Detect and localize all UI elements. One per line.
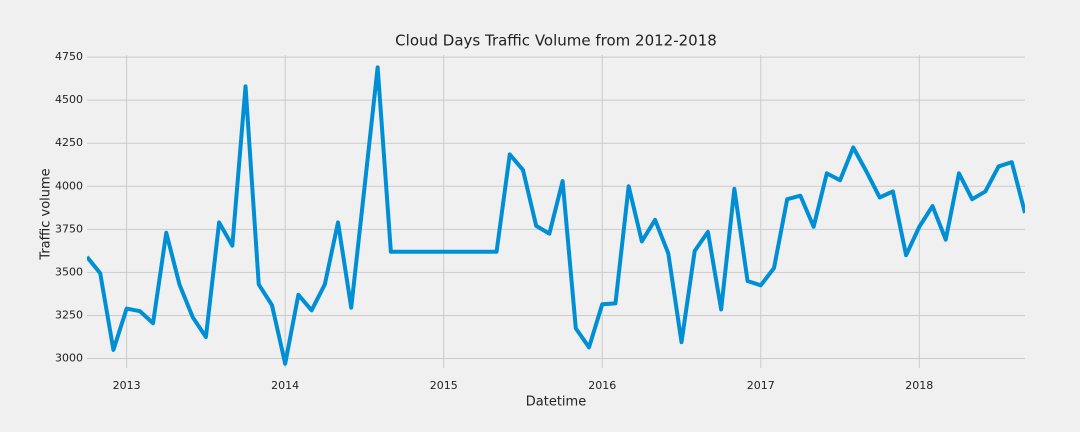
- x-tick-label: 2017: [747, 379, 775, 392]
- x-tick-label: 2014: [271, 379, 299, 392]
- y-tick-label: 3000: [55, 352, 83, 365]
- y-tick-label: 4250: [55, 136, 83, 149]
- y-tick-label: 4000: [55, 179, 83, 192]
- y-tick-label: 4500: [55, 93, 83, 106]
- y-tick-label: 3750: [55, 222, 83, 235]
- x-tick-label: 2015: [430, 379, 458, 392]
- x-tick-label: 2018: [905, 379, 933, 392]
- x-axis-label: Datetime: [526, 395, 586, 410]
- y-tick-label: 3500: [55, 265, 83, 278]
- x-tick-label: 2013: [113, 379, 141, 392]
- y-axis-label: Traffic volume: [39, 168, 54, 260]
- chart-title: Cloud Days Traffic Volume from 2012-2018: [395, 32, 717, 50]
- y-tick-label: 3250: [55, 308, 83, 321]
- line-series: [87, 65, 1025, 366]
- y-tick-label: 4750: [55, 50, 83, 63]
- x-tick-label: 2016: [588, 379, 616, 392]
